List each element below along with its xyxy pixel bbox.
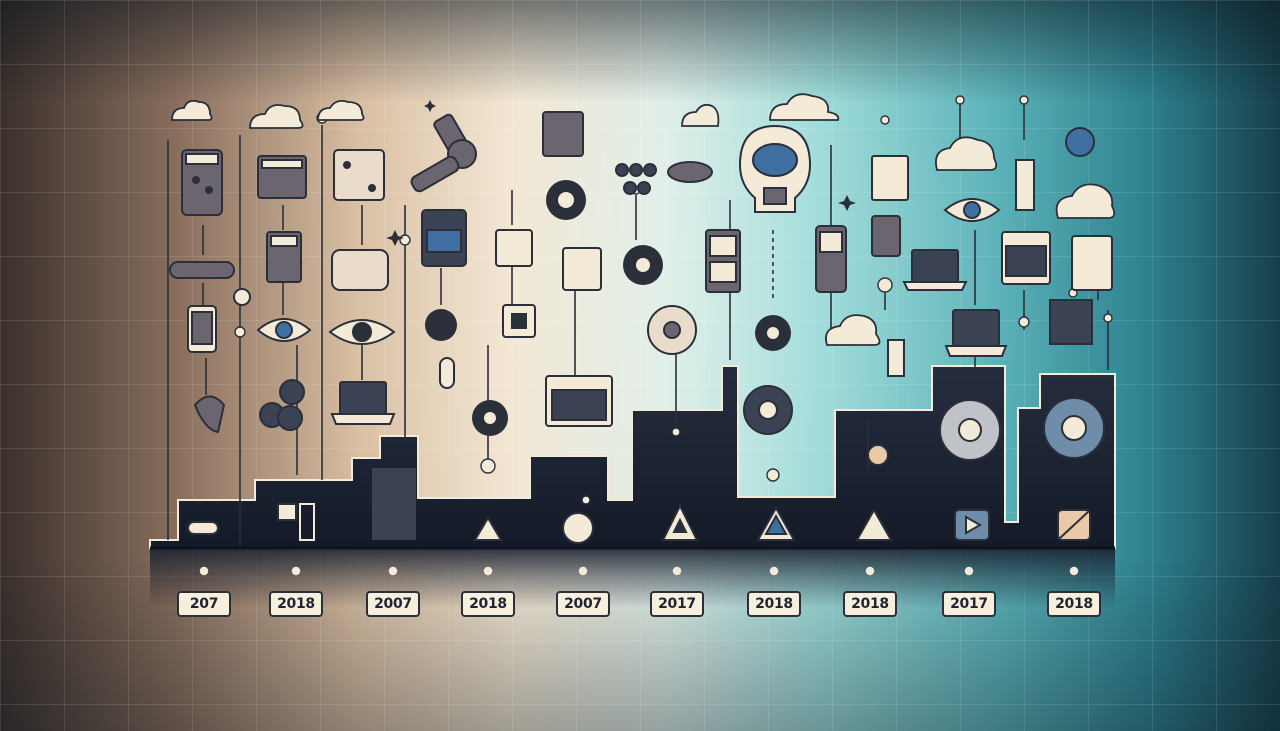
- gear-icon: [425, 180, 791, 436]
- device-icon: [181, 111, 1113, 377]
- year-label-3: 2007: [366, 591, 420, 617]
- year-label-6: 2017: [650, 591, 704, 617]
- year-label-8: 2018: [843, 591, 897, 617]
- year-label-5: 2007: [556, 591, 610, 617]
- year-label-2: 2018: [269, 591, 323, 617]
- year-label-9: 2017: [942, 591, 996, 617]
- play-icon: [954, 509, 1091, 541]
- year-connectors: [199, 566, 1079, 576]
- triangle-icon: [473, 503, 893, 541]
- cloud-icon: [171, 93, 1116, 346]
- network-node-icon: [169, 149, 889, 541]
- robot-arm-icon: [410, 113, 477, 193]
- flower-icon: [562, 127, 1105, 544]
- brain-bulb-icon: [738, 124, 812, 213]
- year-label-10: 2018: [1047, 591, 1101, 617]
- year-label-7: 2018: [747, 591, 801, 617]
- year-label-1: 207: [177, 591, 231, 617]
- icon-connectors: [167, 100, 1109, 545]
- laptop-icon: [330, 249, 1008, 427]
- eye-icon: [256, 198, 1001, 345]
- sparkle-icon: [386, 100, 856, 246]
- year-label-4: 2018: [461, 591, 515, 617]
